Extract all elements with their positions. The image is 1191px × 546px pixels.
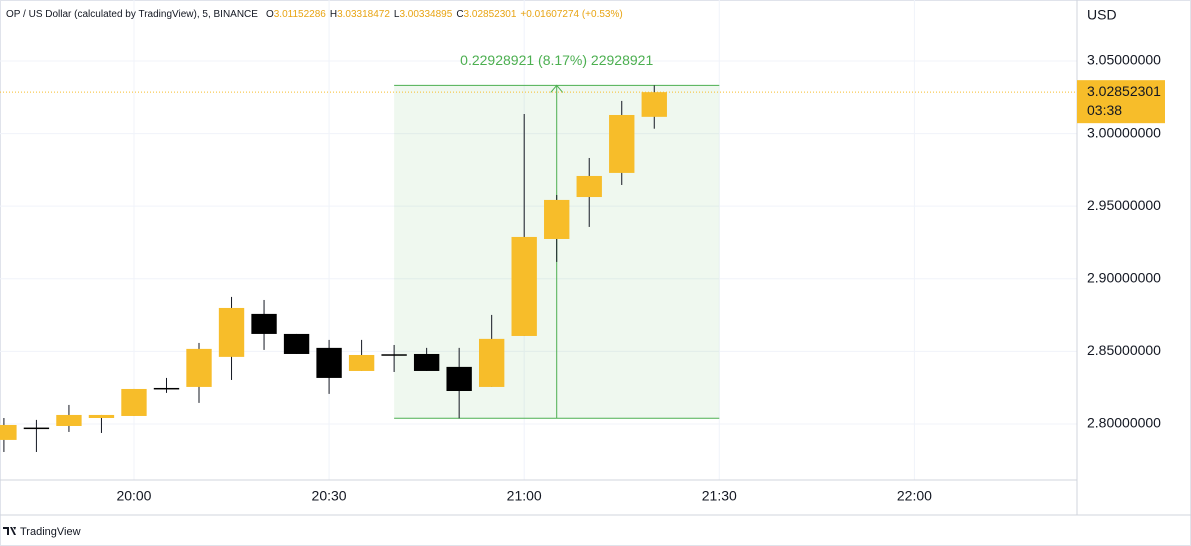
x-tick-label: 21:30 (702, 488, 737, 504)
y-tick-label: 2.80000000 (1087, 415, 1161, 431)
candle-body (283, 333, 310, 354)
candle-body (511, 236, 537, 336)
x-tick-label: 21:00 (507, 488, 542, 504)
candle-body (0, 424, 17, 440)
y-tick-label: 2.85000000 (1087, 342, 1161, 358)
ohlc-value: 3.01152286 (274, 9, 327, 20)
candle-body (23, 427, 50, 430)
candle-body (478, 338, 505, 387)
brand-logo (3, 527, 16, 535)
brand: TradingView (20, 526, 81, 538)
axes: 2.80000000 2.85000000 2.90000000 2.95000000… (116, 52, 1165, 504)
candle-body (641, 92, 667, 117)
currency-label: USD (1087, 7, 1117, 23)
ohlc-value: 3.00334895 (399, 9, 452, 20)
ohlc-value: 3.03318472 (337, 9, 390, 20)
ohlc-value: 3.02852301 (464, 9, 517, 20)
candle-body (251, 313, 277, 334)
y-tick-label: 3.05000000 (1087, 52, 1161, 68)
candle-body (544, 199, 570, 239)
candle-body (609, 114, 635, 173)
legend: OP / US Dollar (calculated by TradingVie… (6, 9, 623, 20)
candle-body (153, 387, 180, 390)
y-tick-label: 2.95000000 (1087, 197, 1161, 213)
candle-body (413, 353, 440, 371)
candle-body (218, 307, 245, 357)
candle-body (348, 354, 375, 371)
candle-body (186, 348, 212, 387)
candle-body (446, 366, 472, 391)
x-tick-label: 20:00 (116, 488, 151, 504)
x-tick-label: 20:30 (312, 488, 347, 504)
change: +0.01607274 (+0.53%) (520, 9, 622, 20)
candle-body (316, 347, 342, 378)
candle-body (56, 414, 82, 426)
price-badge-countdown: 03:38 (1087, 102, 1122, 118)
x-tick-label: 22:00 (897, 488, 932, 504)
ohlc-key: C (456, 9, 463, 20)
symbol: OP / US Dollar (calculated by TradingVie… (6, 9, 258, 20)
candle-body (381, 354, 407, 356)
candles (0, 85, 667, 452)
candle-body (88, 414, 115, 419)
measure-label: 0.22928921 (8.17%) 22928921 (460, 52, 653, 68)
candle-body (121, 388, 147, 416)
y-tick-label: 2.90000000 (1087, 269, 1161, 285)
ohlc-key: O (266, 9, 274, 20)
candle-body (576, 175, 602, 198)
y-tick-label: 3.00000000 (1087, 124, 1161, 140)
measure-arrowhead (550, 84, 564, 93)
ohlc-key: H (330, 9, 337, 20)
ohlc-key: L (394, 9, 400, 20)
price-badge (1077, 80, 1165, 124)
price-badge-value: 3.02852301 (1087, 83, 1161, 99)
